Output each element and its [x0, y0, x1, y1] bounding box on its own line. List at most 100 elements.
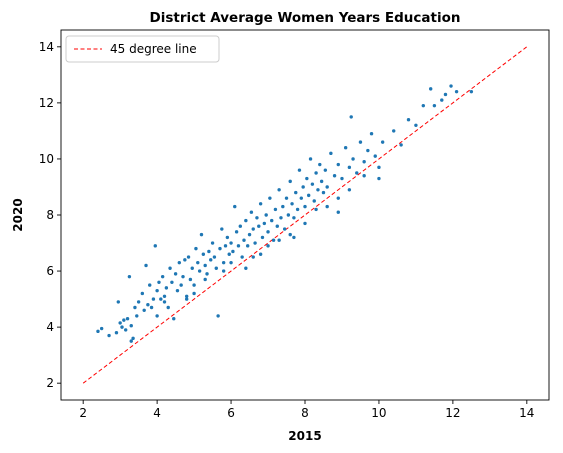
scatter-point [258, 202, 263, 206]
scatter-point [279, 216, 283, 220]
scatter-point [242, 238, 246, 242]
scatter-point [234, 230, 239, 234]
scatter-point [332, 174, 337, 178]
scatter-point [336, 162, 340, 167]
y-tick-label: 4 [46, 320, 54, 334]
scatter-point [118, 321, 122, 325]
scatter-point [247, 232, 252, 237]
reference-line [82, 46, 528, 384]
y-axis-label: 2020 [11, 198, 25, 231]
scatter-point [129, 339, 133, 343]
scatter-point [140, 291, 145, 296]
scatter-point [190, 266, 194, 270]
scatter-point [160, 274, 165, 279]
scatter-point [349, 115, 353, 119]
scatter-point [203, 263, 207, 268]
scatter-point [184, 294, 189, 298]
scatter-point [155, 288, 159, 293]
scatter-point [127, 274, 132, 279]
scatter-point [220, 227, 224, 231]
scatter-point [288, 179, 292, 184]
scatter-point [347, 165, 352, 170]
y-tick-label: 14 [39, 40, 54, 54]
scatter-point [262, 221, 267, 226]
scatter-point [314, 207, 318, 212]
scatter-point [192, 291, 196, 296]
scatter-point [303, 204, 307, 209]
scatter-point [181, 274, 185, 279]
scatter-point [377, 176, 381, 181]
scatter-point [340, 176, 344, 181]
x-axis-label: 2015 [288, 429, 321, 443]
scatter-point [173, 272, 178, 276]
scatter-point [172, 317, 176, 321]
scatter-point [292, 235, 296, 240]
scatter-point [257, 224, 261, 228]
scatter-point [245, 244, 250, 248]
y-tick-label: 2 [46, 376, 54, 390]
scatter-point [120, 325, 124, 329]
scatter-point [275, 224, 279, 228]
scatter-point [244, 266, 248, 270]
scatter-point [347, 188, 352, 192]
x-tick-label: 6 [227, 406, 235, 420]
legend-box [65, 35, 220, 63]
scatter-point [170, 280, 174, 284]
scatter-point [316, 188, 320, 192]
scatter-point [277, 238, 281, 242]
scatter-point [421, 103, 426, 108]
scatter-point [301, 185, 305, 189]
scatter-point [443, 92, 448, 97]
scatter-point [373, 154, 377, 158]
scatter-point [196, 260, 200, 265]
scatter-point [297, 168, 302, 172]
scatter-point [288, 232, 292, 237]
scatter-point [212, 255, 217, 259]
scatter-point [449, 84, 453, 88]
scatter-point [312, 199, 316, 203]
scatter-point [284, 196, 289, 200]
scatter-point [209, 258, 213, 262]
scatter-point [155, 314, 159, 318]
scatter-point [175, 288, 180, 293]
y-tick-label: 12 [39, 96, 54, 110]
scatter-point [406, 117, 411, 122]
y-tick-label: 6 [46, 264, 54, 278]
scatter-point [264, 213, 268, 217]
scatter-point [157, 280, 161, 284]
scatter-point [149, 305, 154, 310]
scatter-point [310, 182, 315, 186]
scatter-point [369, 132, 374, 136]
scatter-point [210, 241, 215, 245]
scatter-point [295, 207, 300, 212]
scatter-point [281, 204, 285, 209]
x-tick-label: 12 [445, 406, 460, 420]
scatter-point [251, 227, 255, 231]
scatter-point [168, 266, 172, 270]
scatter-point [469, 89, 474, 94]
scatter-point [454, 89, 459, 94]
scatter-point [266, 244, 270, 248]
scatter-point [258, 252, 263, 256]
scatter-point [306, 193, 311, 198]
scatter-point [179, 283, 183, 287]
scatter-point [129, 324, 133, 328]
scatter-point [299, 196, 304, 200]
scatter-point [162, 300, 167, 304]
scatter-point [336, 210, 340, 214]
scatter-point [377, 165, 381, 170]
scatter-point [99, 326, 104, 331]
x-tick-label: 14 [519, 406, 534, 420]
scatter-point [221, 260, 226, 265]
scatter-point [177, 260, 182, 265]
scatter-point [362, 160, 366, 164]
scatter-point [273, 207, 278, 212]
scatter-point [266, 230, 270, 234]
scatter-point [277, 188, 281, 192]
scatter-point [142, 308, 146, 313]
scatter-point [227, 252, 231, 256]
scatter-point [125, 317, 130, 321]
scatter-point [116, 300, 121, 304]
scatter-point [399, 143, 403, 147]
scatter-point [216, 314, 220, 318]
